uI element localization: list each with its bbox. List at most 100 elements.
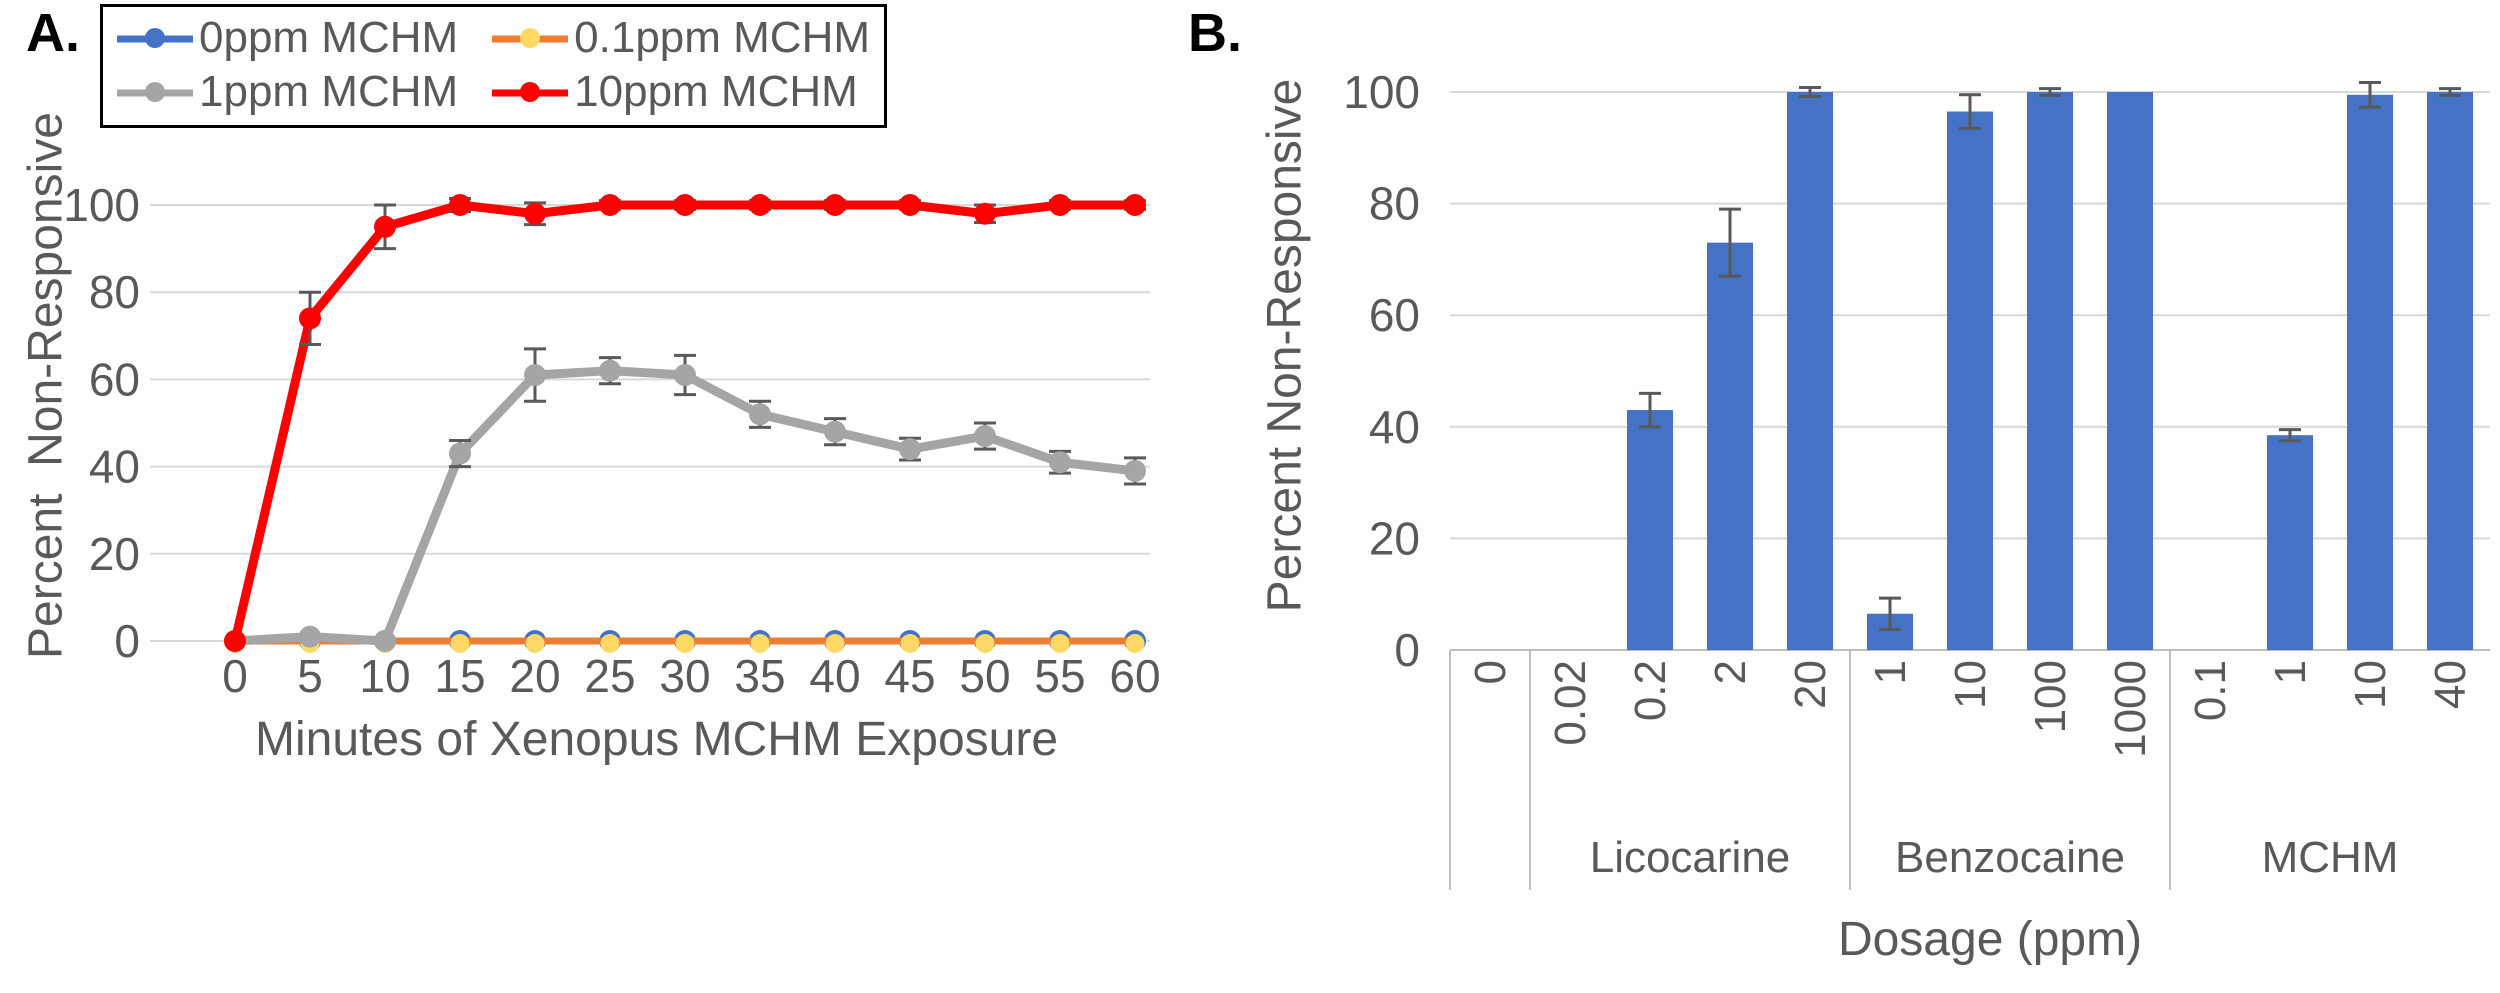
category-label: 20 xyxy=(1786,660,1835,709)
marker-10ppm-mchm xyxy=(524,202,546,225)
marker-1ppm-mchm xyxy=(899,438,921,461)
category-label: 40 xyxy=(2426,660,2475,709)
marker-0-1ppm-mchm xyxy=(1050,634,1070,653)
category-label: 10 xyxy=(1946,660,1995,709)
marker-1ppm-mchm xyxy=(524,364,546,387)
bar-0.2 xyxy=(1627,410,1673,650)
legend-item-0ppm-mchm: 0ppm MCHM xyxy=(113,13,458,63)
legend-marker-icon xyxy=(117,82,193,102)
marker-1ppm-mchm xyxy=(674,364,696,387)
group-label: Benzocaine xyxy=(1895,833,2125,882)
bar-100 xyxy=(2027,92,2073,650)
marker-10ppm-mchm xyxy=(974,202,996,225)
y-tick-label: 100 xyxy=(63,179,140,231)
marker-1ppm-mchm xyxy=(824,420,846,443)
x-tick-label: 30 xyxy=(659,650,710,702)
marker-10ppm-mchm xyxy=(374,215,396,238)
marker-0-1ppm-mchm xyxy=(450,634,470,653)
x-tick-label: 40 xyxy=(809,650,860,702)
marker-1ppm-mchm xyxy=(299,625,321,648)
x-tick-label: 15 xyxy=(434,650,485,702)
legend-label: 0ppm MCHM xyxy=(199,13,459,62)
marker-1ppm-mchm xyxy=(449,442,471,465)
y-tick-label: 40 xyxy=(1369,401,1420,453)
panel-b-label: B. xyxy=(1188,3,1242,63)
marker-10ppm-mchm xyxy=(824,194,846,216)
y-tick-label: 20 xyxy=(89,528,140,580)
marker-0-1ppm-mchm xyxy=(900,634,920,653)
marker-0-1ppm-mchm xyxy=(1125,634,1145,653)
marker-10ppm-mchm xyxy=(299,307,321,330)
bar-20 xyxy=(1787,92,1833,650)
category-label: 1000 xyxy=(2106,660,2155,758)
marker-10ppm-mchm xyxy=(224,630,246,652)
x-tick-label: 0 xyxy=(222,650,248,702)
x-tick-label: 50 xyxy=(959,650,1010,702)
bar-2 xyxy=(1707,242,1753,650)
y-tick-label: 20 xyxy=(1369,512,1420,564)
category-label: 2 xyxy=(1706,660,1755,684)
series-line-1ppm-mchm xyxy=(230,366,1140,646)
legend-marker-icon xyxy=(492,28,569,48)
legend-item-0-1ppm-mchm: 0.1ppm MCHM xyxy=(488,13,870,63)
category-label: 0.2 xyxy=(1626,660,1675,721)
legend-label: 0.1ppm MCHM xyxy=(574,13,870,62)
legend-marker-icon xyxy=(492,82,569,102)
x-tick-label: 5 xyxy=(297,650,323,702)
marker-0-1ppm-mchm xyxy=(525,634,545,653)
y-tick-label: 0 xyxy=(1394,624,1420,676)
marker-1ppm-mchm xyxy=(1124,459,1146,482)
marker-0-1ppm-mchm xyxy=(750,634,770,653)
group-label: Licocarine xyxy=(1590,833,1791,882)
category-label: 100 xyxy=(2026,660,2075,733)
marker-1ppm-mchm xyxy=(749,403,771,426)
x-tick-label: 25 xyxy=(584,650,635,702)
x-tick-label: 45 xyxy=(884,650,935,702)
marker-1ppm-mchm xyxy=(599,359,621,382)
category-label: 0.02 xyxy=(1546,660,1595,746)
x-tick-label: 10 xyxy=(359,650,410,702)
marker-10ppm-mchm xyxy=(899,194,921,216)
category-label: 0.1 xyxy=(2186,660,2235,721)
x-tick-label: 60 xyxy=(1109,650,1160,702)
legend-label: 1ppm MCHM xyxy=(199,67,459,116)
marker-10ppm-mchm xyxy=(1124,194,1146,216)
marker-1ppm-mchm xyxy=(1049,451,1071,474)
marker-0-1ppm-mchm xyxy=(675,634,695,653)
panel-a-x-axis-title: Minutes of Xenopus MCHM Exposure xyxy=(255,713,1059,766)
x-tick-label: 55 xyxy=(1034,650,1085,702)
marker-10ppm-mchm xyxy=(674,194,696,216)
marker-10ppm-mchm xyxy=(1049,194,1071,216)
legend-item-1ppm-mchm: 1ppm MCHM xyxy=(113,67,458,117)
x-tick-label: 35 xyxy=(734,650,785,702)
legend-marker-icon xyxy=(117,28,193,48)
legend: 0ppm MCHM 0.1ppm MCHM 1ppm MCHM 10ppm MCHM xyxy=(100,4,887,128)
y-tick-label: 0 xyxy=(114,615,140,667)
marker-1ppm-mchm xyxy=(374,630,396,652)
marker-10ppm-mchm xyxy=(599,194,621,216)
bar-10 xyxy=(1947,111,1993,650)
bar-40 xyxy=(2427,92,2473,650)
marker-0-1ppm-mchm xyxy=(825,634,845,653)
marker-10ppm-mchm xyxy=(749,194,771,216)
group-label: MCHM xyxy=(2262,833,2399,882)
category-label: 0 xyxy=(1466,660,1515,684)
y-tick-label: 60 xyxy=(89,353,140,405)
panel-b-x-axis-title: Dosage (ppm) xyxy=(1837,913,2143,966)
marker-0-1ppm-mchm xyxy=(600,634,620,653)
category-label: 10 xyxy=(2346,660,2395,709)
panel-a-label: A. xyxy=(26,3,80,63)
legend-item-10ppm-mchm: 10ppm MCHM xyxy=(488,67,870,117)
marker-1ppm-mchm xyxy=(974,425,996,448)
y-tick-label: 100 xyxy=(1343,66,1420,118)
category-label: 1 xyxy=(2266,660,2315,684)
y-tick-label: 80 xyxy=(89,266,140,318)
category-label: 1 xyxy=(1866,660,1915,684)
bar-1 xyxy=(2267,435,2313,650)
legend-label: 10ppm MCHM xyxy=(574,67,858,116)
bar-1000 xyxy=(2107,92,2153,650)
bar-10 xyxy=(2347,94,2393,651)
series-line-10ppm-mchm xyxy=(230,200,1140,646)
